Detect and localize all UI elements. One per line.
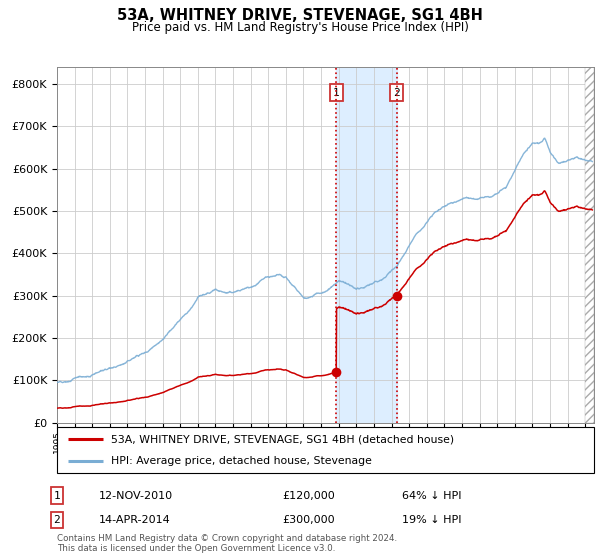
Text: 12-NOV-2010: 12-NOV-2010	[99, 491, 173, 501]
Text: £120,000: £120,000	[282, 491, 335, 501]
Text: 2: 2	[393, 87, 400, 97]
Text: Price paid vs. HM Land Registry's House Price Index (HPI): Price paid vs. HM Land Registry's House …	[131, 21, 469, 34]
Text: 64% ↓ HPI: 64% ↓ HPI	[402, 491, 461, 501]
Text: 2: 2	[53, 515, 61, 525]
Bar	[337, 67, 397, 423]
Text: 19% ↓ HPI: 19% ↓ HPI	[402, 515, 461, 525]
Text: HPI: Average price, detached house, Stevenage: HPI: Average price, detached house, Stev…	[111, 456, 371, 466]
Text: 1: 1	[333, 87, 340, 97]
Text: £300,000: £300,000	[282, 515, 335, 525]
Text: Contains HM Land Registry data © Crown copyright and database right 2024.
This d: Contains HM Land Registry data © Crown c…	[57, 534, 397, 553]
Text: 53A, WHITNEY DRIVE, STEVENAGE, SG1 4BH: 53A, WHITNEY DRIVE, STEVENAGE, SG1 4BH	[117, 8, 483, 24]
Text: 53A, WHITNEY DRIVE, STEVENAGE, SG1 4BH (detached house): 53A, WHITNEY DRIVE, STEVENAGE, SG1 4BH (…	[111, 434, 454, 444]
Text: 1: 1	[53, 491, 61, 501]
Text: 14-APR-2014: 14-APR-2014	[99, 515, 171, 525]
